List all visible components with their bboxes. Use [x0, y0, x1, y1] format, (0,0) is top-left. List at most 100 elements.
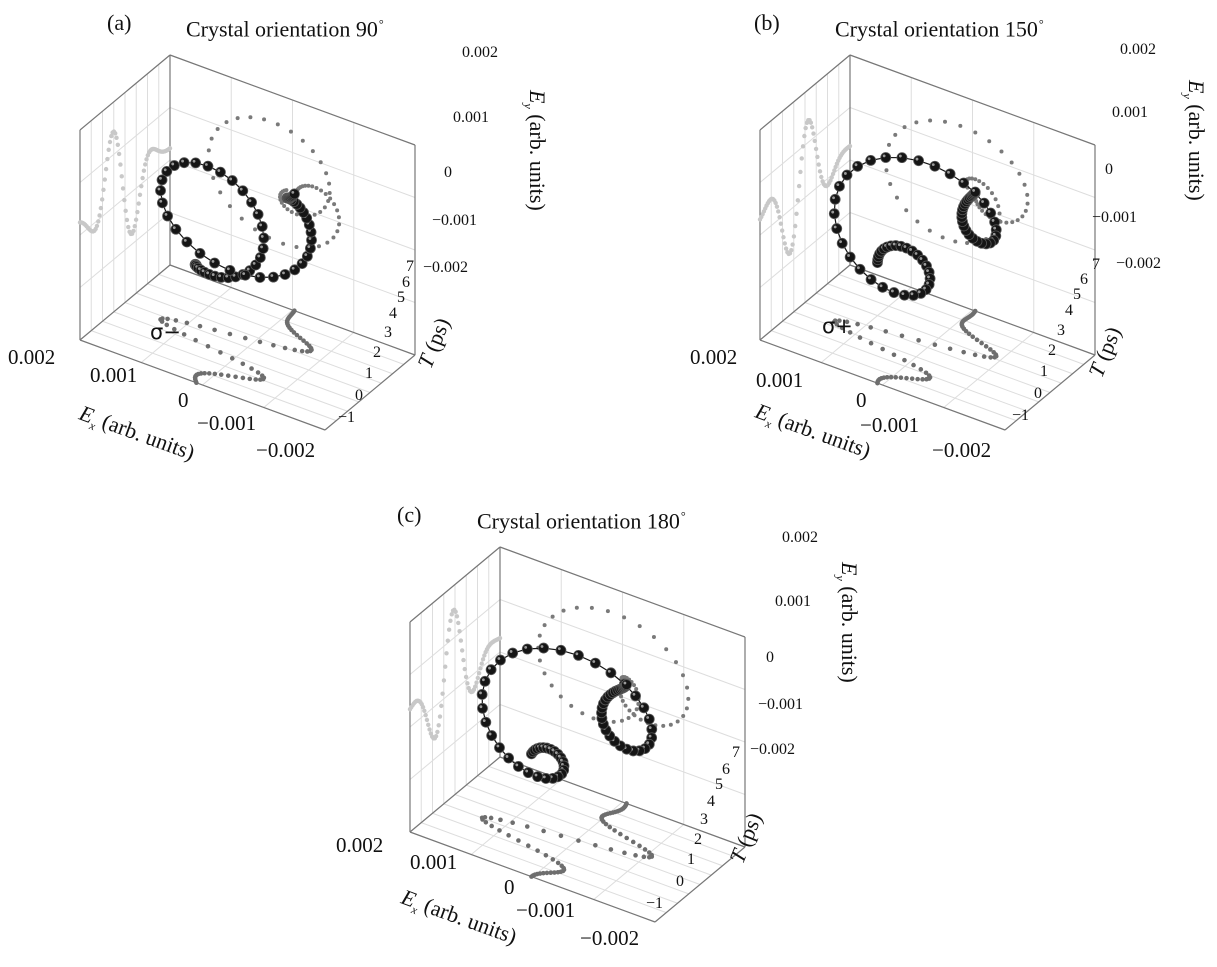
projection-point [1025, 201, 1030, 206]
projection-point [335, 208, 340, 213]
projection-point [932, 342, 938, 348]
trajectory-highlight [534, 773, 538, 777]
projection-point [248, 115, 253, 120]
trajectory-point [877, 281, 889, 293]
projection-ex-ey [536, 605, 691, 728]
projection-point [541, 870, 546, 876]
trajectory-highlight [646, 741, 650, 745]
t-tick: 2 [1048, 342, 1056, 359]
trajectory-highlight [255, 211, 258, 215]
projection-point [324, 171, 329, 176]
trajectory-point [944, 168, 956, 180]
trajectory-point [978, 197, 990, 209]
trajectory-point [155, 185, 166, 196]
projection-point [868, 340, 874, 346]
t-tick: 3 [1057, 322, 1065, 339]
trajectory-point [215, 166, 226, 178]
projection-point [622, 850, 627, 856]
projection-point [630, 839, 636, 845]
projection-point [233, 374, 238, 380]
trajectory-highlight [993, 226, 997, 230]
projection-point [555, 860, 561, 866]
projection-point [646, 850, 652, 855]
trajectory-highlight [226, 267, 230, 271]
projection-point [119, 174, 124, 179]
trajectory-highlight [947, 170, 950, 174]
projection-point [172, 326, 177, 332]
trajectory-highlight [515, 763, 519, 767]
projection-point [310, 184, 315, 189]
trajectory-highlight [981, 200, 984, 203]
trajectory-highlight [926, 281, 929, 285]
trajectory-highlight [879, 284, 883, 288]
projection-point [883, 329, 889, 334]
ey-tick: −0.001 [1092, 209, 1138, 226]
projection-point [301, 338, 306, 343]
projection-point [465, 681, 470, 686]
projection-point [323, 191, 328, 196]
ex-tick: 0.002 [690, 345, 738, 369]
trajectory-point [162, 210, 173, 222]
projection-ex-t [479, 801, 655, 879]
projection-point [778, 221, 784, 226]
projection-point [443, 664, 448, 669]
grid-line [820, 287, 912, 363]
projection-point [619, 694, 624, 699]
projection-point [271, 342, 276, 348]
projection-point [516, 838, 521, 843]
trajectory-highlight [839, 240, 842, 244]
projection-point [440, 691, 445, 696]
projection-point [109, 133, 114, 139]
trajectory-highlight [218, 274, 222, 278]
projection-point [915, 219, 920, 224]
projection-point [336, 215, 341, 220]
projection-point [488, 815, 494, 821]
projection-point [627, 708, 632, 713]
projection-point [1004, 220, 1009, 225]
trajectory-point [829, 193, 841, 205]
projection-point [668, 722, 673, 727]
projection-point [550, 857, 556, 862]
trajectory-highlight [183, 238, 187, 242]
ex-tick: −0.002 [256, 438, 316, 462]
projection-point [262, 117, 267, 122]
axis-edge [499, 756, 746, 848]
projection-point [680, 673, 685, 678]
projection-point [1020, 214, 1025, 219]
panel-a: (a) Crystal orientation 90° σ− 0.002 0.0… [0, 0, 550, 475]
trajectory-point [239, 269, 251, 281]
trajectory-point [254, 252, 266, 263]
projection-point [923, 370, 929, 376]
ey-tick: 0 [766, 649, 774, 666]
trajectory-highlight [229, 177, 233, 181]
trajectory-highlight [260, 235, 264, 238]
projection-point [886, 142, 891, 147]
projection-point [774, 204, 780, 209]
projection-point [973, 177, 978, 182]
t-tick: 0 [355, 387, 363, 404]
projection-point [474, 680, 479, 685]
projection-point [319, 188, 324, 193]
projection-point [282, 345, 288, 351]
projection-point [548, 870, 553, 876]
projection-point [285, 207, 290, 212]
trajectory [476, 642, 658, 784]
projection-point [454, 614, 460, 619]
trajectory-point [477, 702, 488, 714]
projection-point [812, 138, 817, 144]
trajectory-highlight [211, 273, 215, 276]
projection-point [506, 833, 511, 838]
projection-ey-t [407, 607, 503, 741]
axis-edge [324, 354, 416, 431]
projection-point [891, 352, 897, 358]
trajectory-highlight [972, 189, 976, 192]
projection-point [498, 817, 503, 823]
projection-point [247, 376, 253, 382]
trajectory-point [958, 177, 970, 189]
t-tick: 4 [1065, 302, 1073, 319]
projection-point [510, 820, 515, 826]
trajectory-point [156, 197, 168, 209]
projection-point [550, 614, 555, 619]
trajectory-highlight [291, 190, 295, 194]
ex-tick: 0.002 [8, 345, 56, 369]
